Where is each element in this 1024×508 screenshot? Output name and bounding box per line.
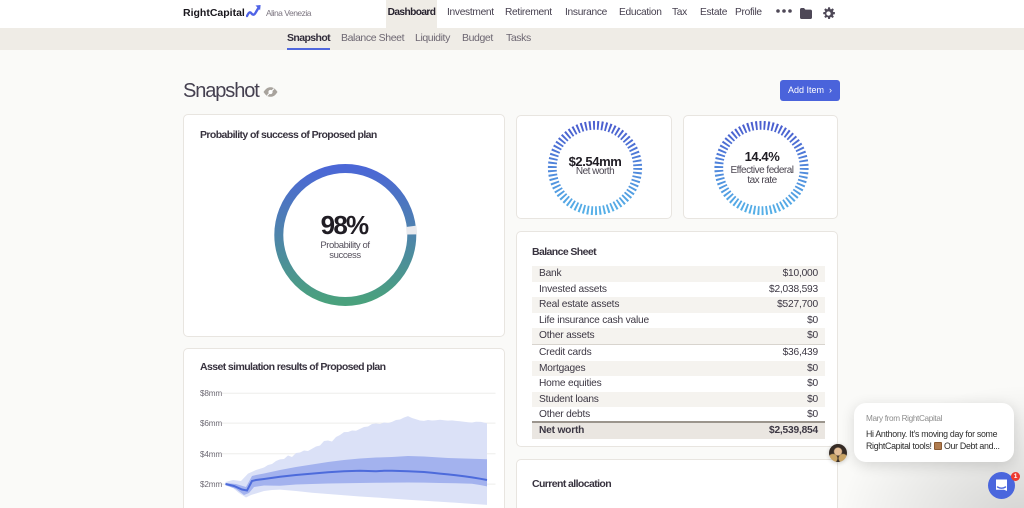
svg-text:$2mm: $2mm: [200, 480, 222, 489]
svg-text:$6mm: $6mm: [200, 419, 222, 428]
svg-text:$4mm: $4mm: [200, 450, 222, 459]
svg-text:$8mm: $8mm: [200, 389, 222, 398]
